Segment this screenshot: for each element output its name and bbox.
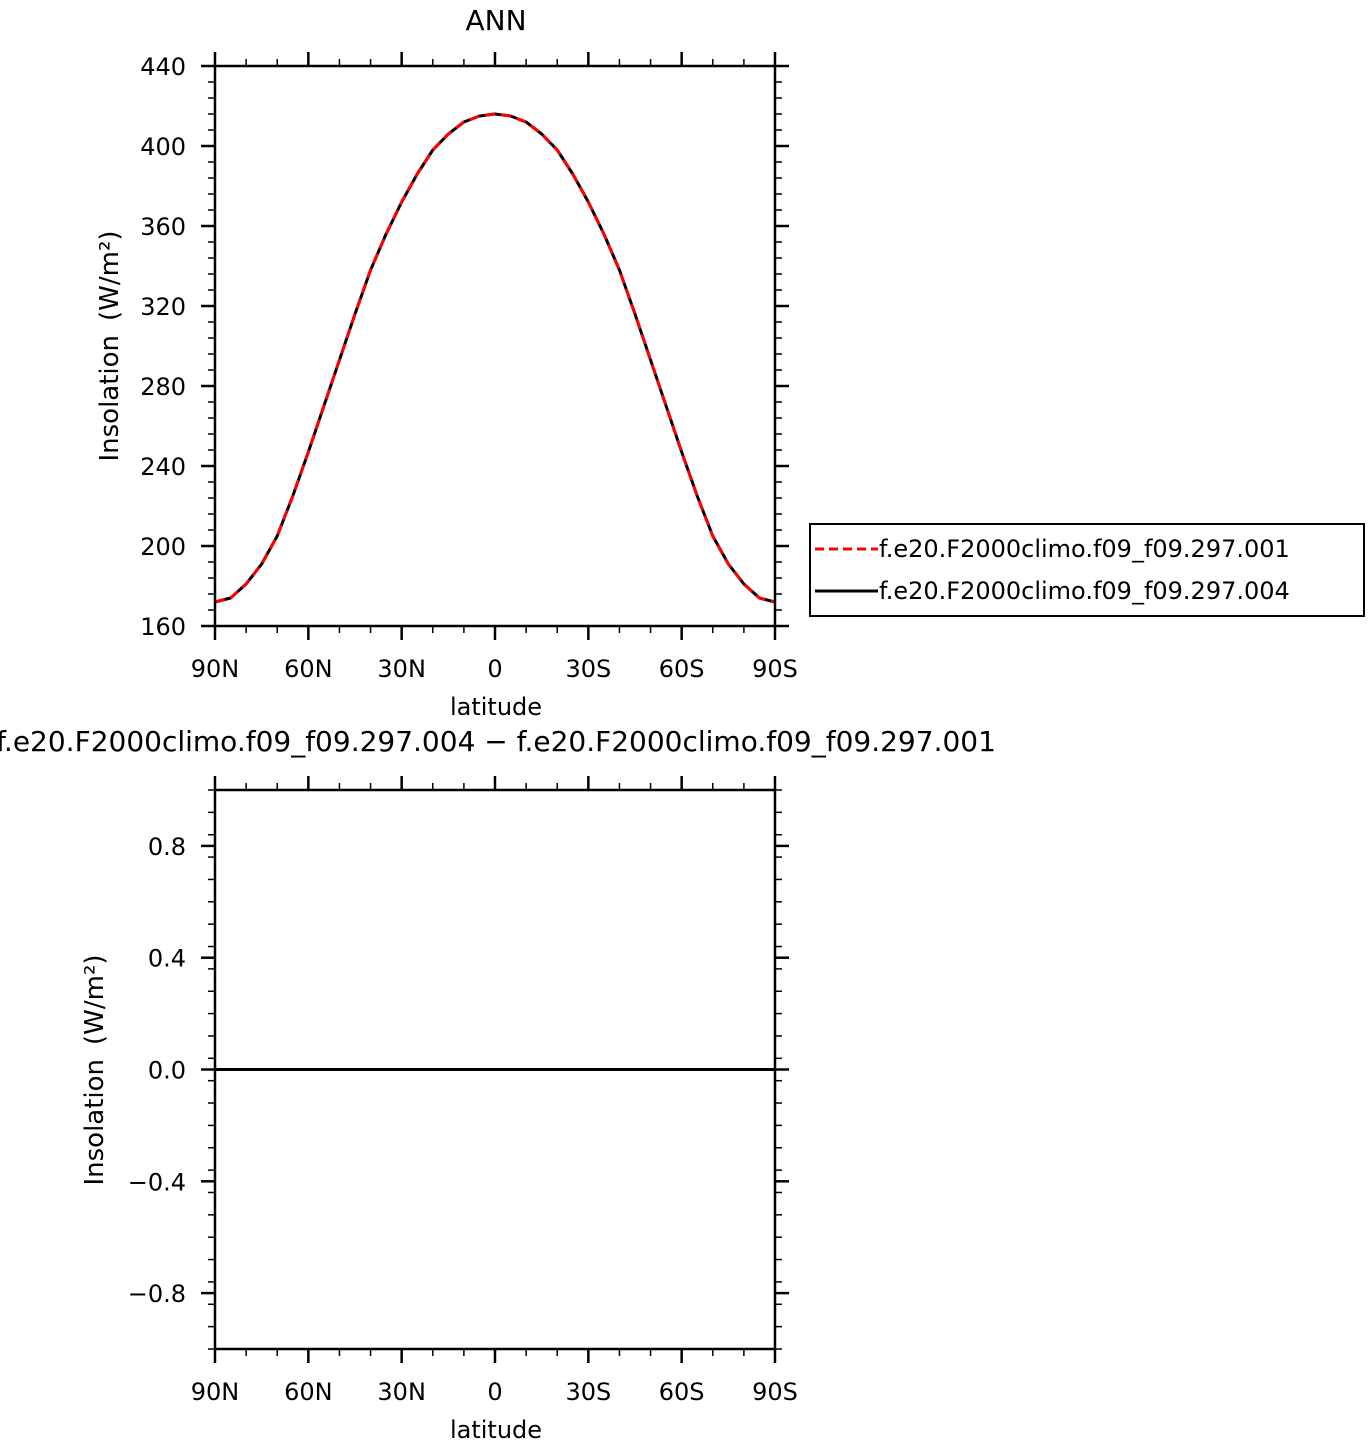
legend-label-series-1: f.e20.F2000climo.f09_f09.297.001: [879, 535, 1290, 563]
x-tick-label: 30N: [377, 1378, 426, 1406]
difference-panel: f.e20.F2000climo.f09_f09.297.004 − f.e20…: [0, 725, 996, 1444]
y-tick-label: 360: [140, 213, 186, 241]
plot-frame: [213, 64, 777, 628]
insolation-panel: ANN 90N 60N 30N 0 30S 60S 90S 160 200 240 280 320 36…: [95, 4, 1365, 721]
y-tick-label: 0.0: [148, 1057, 186, 1085]
y-tick-label: 0.8: [148, 833, 186, 861]
y-tick-label: −0.8: [128, 1280, 186, 1308]
chart-title: ANN: [465, 4, 526, 37]
x-tick-label: 60N: [284, 655, 333, 683]
chart-title: f.e20.F2000climo.f09_f09.297.004 − f.e20…: [0, 725, 996, 758]
x-tick-label: 30N: [377, 655, 426, 683]
y-axis-label-name: Insolation: [95, 335, 125, 462]
x-tick-label: 60N: [284, 1378, 333, 1406]
y-tick-label: 320: [140, 293, 186, 321]
y-axis-label: Insolation (W/m²): [80, 954, 110, 1185]
y-tick-label: 280: [140, 373, 186, 401]
x-tick-label: 90N: [191, 655, 240, 683]
legend-box: [809, 523, 1365, 617]
x-tick-label: 90S: [752, 1378, 798, 1406]
x-axis-label: latitude: [450, 693, 542, 721]
x-tick-label: 0: [487, 1378, 502, 1406]
x-axis-label: latitude: [450, 1416, 542, 1444]
y-tick-label: 440: [140, 53, 186, 81]
y-tick-label: −0.4: [128, 1168, 186, 1196]
y-tick-label: 240: [140, 453, 186, 481]
y-tick-label: 400: [140, 133, 186, 161]
x-tick-label: 90N: [191, 1378, 240, 1406]
series-line-1: [214, 112, 776, 604]
x-tick-label: 90S: [752, 655, 798, 683]
x-tick-label: 30S: [565, 655, 611, 683]
series-line-2: [214, 112, 776, 604]
legend: f.e20.F2000climo.f09_f09.297.001 f.e20.F…: [809, 523, 1365, 617]
plot-frame: [213, 788, 777, 1351]
y-axis-label-unit: (W/m²): [80, 954, 110, 1045]
y-tick-label: 0.4: [148, 945, 186, 973]
x-tick-label: 0: [487, 655, 502, 683]
x-tick-label: 60S: [659, 1378, 705, 1406]
x-tick-label: 30S: [565, 1378, 611, 1406]
y-tick-label: 200: [140, 533, 186, 561]
y-axis-label-unit: (W/m²): [95, 230, 125, 321]
x-tick-label: 60S: [659, 655, 705, 683]
legend-label-series-2: f.e20.F2000climo.f09_f09.297.004: [879, 577, 1290, 605]
y-tick-label: 160: [140, 613, 186, 641]
y-axis-label-name: Insolation: [80, 1059, 110, 1186]
y-axis-label: Insolation (W/m²): [95, 230, 125, 461]
